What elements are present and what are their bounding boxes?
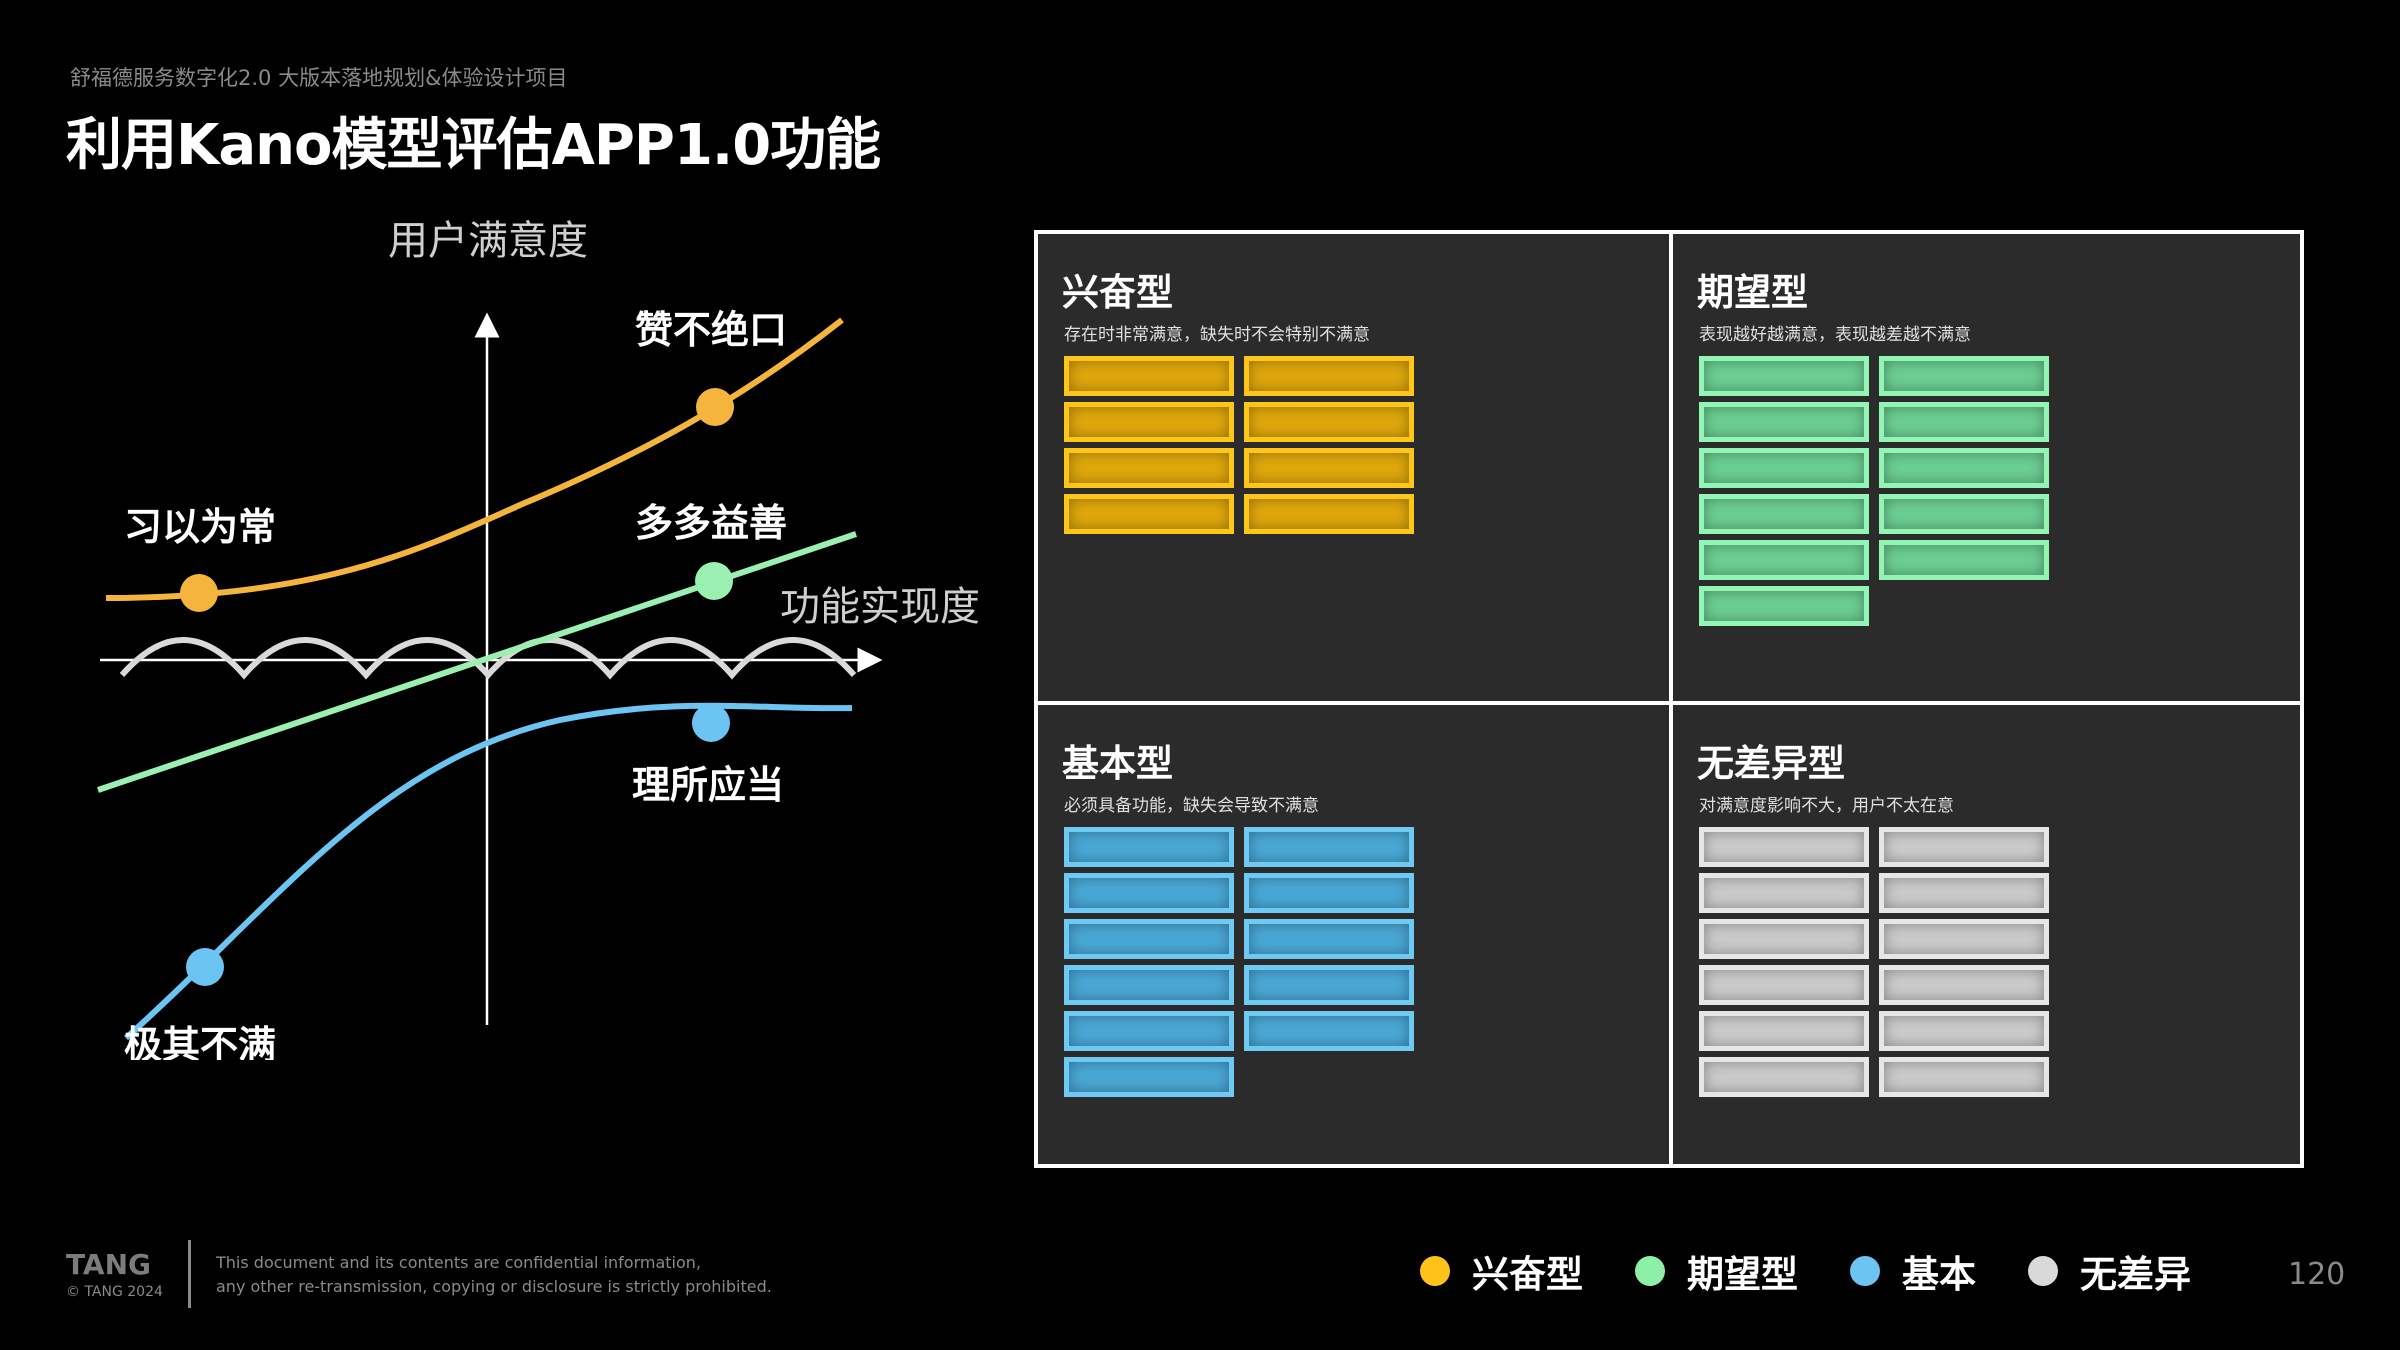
- feature-card: [1699, 873, 1869, 913]
- performance-dot: [695, 562, 733, 600]
- label-delighted: 赞不绝口: [635, 308, 787, 352]
- feature-card: [1244, 919, 1414, 959]
- feature-card: [1699, 356, 1869, 396]
- feature-card: [1244, 356, 1414, 396]
- feature-card: [1699, 402, 1869, 442]
- excitement-dot-high: [696, 388, 734, 426]
- feature-card: [1699, 586, 1869, 626]
- quadrant-title: 兴奋型: [1062, 271, 1173, 314]
- legend: 兴奋型 期望型 基本 无差异: [1420, 1246, 2243, 1296]
- excitement-dot-low: [180, 574, 218, 612]
- feature-card: [1064, 494, 1234, 534]
- feature-card: [1064, 873, 1234, 913]
- legend-item-excitement: 兴奋型: [1420, 1244, 1583, 1298]
- footer-divider: [188, 1240, 191, 1308]
- indifferent-curve: [119, 637, 857, 680]
- feature-card: [1699, 494, 1869, 534]
- quadrant-excitement: 兴奋型 存在时非常满意，缺失时不会特别不满意: [1038, 234, 1669, 701]
- feature-cards: [1064, 356, 1414, 534]
- feature-card: [1879, 540, 2049, 580]
- feature-card: [1879, 827, 2049, 867]
- label-expected: 理所应当: [632, 763, 784, 807]
- x-axis-label: 功能实现度: [780, 584, 980, 630]
- legend-dot-icon: [1850, 1256, 1880, 1286]
- excitement-curve: [105, 317, 844, 601]
- legend-dot-icon: [2028, 1256, 2058, 1286]
- legend-item-performance: 期望型: [1635, 1244, 1798, 1298]
- feature-card: [1699, 827, 1869, 867]
- feature-card: [1879, 448, 2049, 488]
- basic-dot-high: [692, 704, 730, 742]
- feature-card: [1244, 494, 1414, 534]
- legend-label: 期望型: [1687, 1253, 1798, 1296]
- quadrant-performance: 期望型 表现越好越满意，表现越差越不满意: [1673, 234, 2304, 701]
- legend-item-indifferent: 无差异: [2028, 1244, 2191, 1298]
- feature-card: [1244, 827, 1414, 867]
- feature-card: [1879, 402, 2049, 442]
- feature-card: [1244, 1011, 1414, 1051]
- feature-cards: [1699, 356, 2049, 626]
- quadrant-basic: 基本型 必须具备功能，缺失会导致不满意: [1038, 705, 1669, 1172]
- legend-dot-icon: [1635, 1256, 1665, 1286]
- quadrant-title: 期望型: [1697, 271, 1808, 314]
- legend-label: 无差异: [2080, 1253, 2191, 1296]
- label-taken-for-granted: 习以为常: [124, 505, 276, 549]
- quadrant-indifferent: 无差异型 对满意度影响不大，用户不太在意: [1673, 705, 2304, 1172]
- legend-dot-icon: [1420, 1256, 1450, 1286]
- feature-card: [1699, 1057, 1869, 1097]
- grid-divider-horizontal: [1038, 701, 2300, 705]
- feature-card: [1879, 356, 2049, 396]
- feature-card: [1244, 873, 1414, 913]
- copyright-text: © TANG 2024: [66, 1284, 163, 1300]
- y-axis-label: 用户满意度: [388, 218, 588, 264]
- feature-card: [1244, 402, 1414, 442]
- label-very-dissatisfied: 极其不满: [124, 1023, 276, 1060]
- feature-cards: [1699, 827, 2049, 1097]
- feature-card: [1879, 919, 2049, 959]
- feature-card: [1699, 540, 1869, 580]
- grid-divider-vertical: [1669, 234, 1673, 1164]
- kano-category-grid: 兴奋型 存在时非常满意，缺失时不会特别不满意 期望型 表现越好越满意，表现越差越…: [1034, 230, 2304, 1168]
- feature-card: [1879, 1011, 2049, 1051]
- quadrant-description: 必须具备功能，缺失会导致不满意: [1064, 796, 1319, 816]
- feature-card: [1699, 448, 1869, 488]
- feature-card: [1879, 873, 2049, 913]
- feature-card: [1244, 965, 1414, 1005]
- feature-card: [1064, 356, 1234, 396]
- feature-card: [1064, 965, 1234, 1005]
- quadrant-description: 对满意度影响不大，用户不太在意: [1699, 796, 1954, 816]
- feature-card: [1064, 1011, 1234, 1051]
- basic-curve: [123, 702, 853, 1041]
- feature-card: [1064, 402, 1234, 442]
- feature-card: [1879, 965, 2049, 1005]
- legend-item-basic: 基本: [1850, 1244, 1976, 1298]
- quadrant-title: 无差异型: [1697, 742, 1845, 785]
- disclaimer-line-2: any other re-transmission, copying or di…: [216, 1277, 772, 1296]
- page-number: 120: [2288, 1257, 2346, 1292]
- feature-card: [1064, 1057, 1234, 1097]
- basic-dot-low: [186, 948, 224, 986]
- legend-label: 兴奋型: [1472, 1253, 1583, 1296]
- kano-diagram: 用户满意度 功能实现度 习以为常 赞不绝口 多多益善 理所应当 极其不满: [97, 218, 980, 1060]
- brand-logo: TANG: [66, 1248, 152, 1281]
- feature-card: [1879, 494, 2049, 534]
- feature-card: [1064, 448, 1234, 488]
- feature-card: [1699, 919, 1869, 959]
- feature-card: [1699, 1011, 1869, 1051]
- label-more-is-better: 多多益善: [635, 501, 787, 545]
- quadrant-description: 表现越好越满意，表现越差越不满意: [1699, 325, 1971, 345]
- feature-cards: [1064, 827, 1414, 1097]
- feature-card: [1064, 919, 1234, 959]
- feature-card: [1699, 965, 1869, 1005]
- feature-card: [1244, 448, 1414, 488]
- feature-card: [1064, 827, 1234, 867]
- disclaimer-line-1: This document and its contents are confi…: [216, 1253, 701, 1272]
- document-subtitle: 舒福德服务数字化2.0 大版本落地规划&体验设计项目: [70, 66, 568, 90]
- legend-label: 基本: [1902, 1253, 1976, 1296]
- quadrant-description: 存在时非常满意，缺失时不会特别不满意: [1064, 325, 1370, 345]
- page-title: 利用Kano模型评估APP1.0功能: [66, 113, 881, 178]
- feature-card: [1879, 1057, 2049, 1097]
- quadrant-title: 基本型: [1062, 742, 1173, 785]
